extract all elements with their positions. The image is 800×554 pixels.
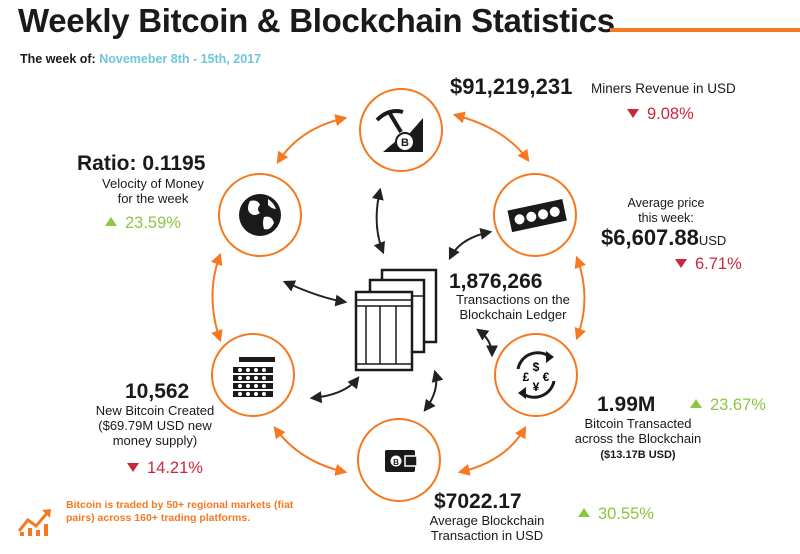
price-label-line1: Average price: [627, 196, 705, 210]
week-dates: Novemeber 8th - 15th, 2017: [99, 52, 262, 66]
up-triangle-icon: [578, 508, 590, 517]
miners-change: 9.08%: [627, 105, 694, 124]
transacted-label-line2: across the Blockchain: [574, 431, 702, 446]
transacted-label-line1: Bitcoin Transacted: [584, 416, 692, 431]
transactions-label-line2: Blockchain Ledger: [459, 307, 567, 322]
banknotes-icon: [507, 198, 567, 233]
velocity-label-line1: Velocity of Money: [102, 176, 204, 191]
pickaxe-bitcoin-icon: B: [375, 109, 423, 152]
currency-exchange-icon: $ £ € ¥: [516, 351, 556, 399]
velocity-circle: [218, 173, 302, 257]
rising-chart-icon: [17, 509, 51, 536]
new-bitcoin-value: 10,562: [125, 380, 190, 403]
transactions-value: 1,876,266: [449, 270, 543, 293]
velocity-value: Ratio: 0.1195: [77, 152, 206, 175]
new-bitcoin-change-value: 14.21%: [147, 459, 203, 477]
avg-transaction-value: $7022.17: [434, 490, 522, 513]
coin-stacks-icon: [233, 357, 275, 397]
price-amount: $6,607.88: [601, 225, 699, 250]
price-change: 6.71%: [675, 255, 742, 274]
transactions-label-line1: Transactions on the: [456, 292, 570, 307]
miners-circle: B: [359, 88, 443, 172]
avg-transaction-label-line1: Average Blockchain: [429, 513, 545, 528]
new-bitcoin-label-line2: ($69.79M USD new: [98, 418, 212, 433]
new-bitcoin-change: 14.21%: [127, 459, 203, 478]
transacted-sub: ($13.17B USD): [600, 449, 676, 461]
footnote: Bitcoin is traded by 50+ regional market…: [66, 499, 294, 524]
price-circle: [493, 173, 577, 257]
transacted-label: Bitcoin Transacted across the Blockchain…: [558, 416, 718, 463]
week-line: The week of: Novemeber 8th - 15th, 2017: [20, 52, 261, 66]
svg-text:€: €: [543, 370, 550, 384]
miners-value: $91,219,231: [450, 74, 573, 99]
price-label: Average price this week:: [586, 196, 746, 226]
new-bitcoin-label-line3: money supply): [112, 433, 198, 448]
velocity-label-line2: for the week: [117, 191, 189, 206]
velocity-change: 23.59%: [105, 214, 181, 233]
globe-icon: [239, 194, 281, 236]
velocity-change-value: 23.59%: [125, 214, 181, 232]
new-bitcoin-circle: [211, 333, 295, 417]
svg-text:£: £: [523, 370, 530, 384]
avg-transaction-label-line2: Transaction in USD: [430, 528, 544, 543]
avg-transaction-change: 30.55%: [578, 505, 654, 524]
price-change-value: 6.71%: [695, 255, 742, 273]
up-triangle-icon: [105, 217, 117, 226]
avg-transaction-change-value: 30.55%: [598, 505, 654, 523]
new-bitcoin-label: New Bitcoin Created ($69.79M USD new mon…: [80, 403, 230, 448]
down-triangle-icon: [627, 109, 639, 118]
down-triangle-icon: [675, 259, 687, 268]
ledger-icon: [354, 268, 438, 372]
page-title: Weekly Bitcoin & Blockchain Statistics: [18, 2, 615, 39]
transacted-change-value: 23.67%: [710, 396, 766, 414]
svg-text:$: $: [533, 360, 540, 374]
transactions-label: Transactions on the Blockchain Ledger: [438, 292, 588, 322]
transacted-change: 23.67%: [690, 396, 766, 415]
title-underline: [610, 28, 800, 32]
up-triangle-icon: [690, 399, 702, 408]
down-triangle-icon: [127, 463, 139, 472]
miners-label: Miners Revenue in USD: [591, 81, 736, 96]
wallet-icon: B: [385, 450, 418, 472]
svg-text:B: B: [401, 137, 409, 149]
avg-transaction-label: Average Blockchain Transaction in USD: [412, 513, 562, 543]
svg-text:¥: ¥: [533, 380, 540, 394]
svg-text:B: B: [393, 458, 399, 467]
avg-transaction-circle: B: [357, 418, 441, 502]
new-bitcoin-label-line1: New Bitcoin Created: [95, 403, 215, 418]
transacted-circle: $ £ € ¥: [494, 333, 578, 417]
week-label: The week of:: [20, 52, 96, 66]
price-value: $6,607.88USD: [601, 225, 726, 251]
miners-change-value: 9.08%: [647, 105, 694, 123]
price-unit: USD: [698, 233, 727, 248]
price-label-line2: this week:: [638, 211, 694, 225]
transacted-value: 1.99M: [597, 393, 656, 416]
velocity-label: Velocity of Money for the week: [78, 176, 228, 206]
